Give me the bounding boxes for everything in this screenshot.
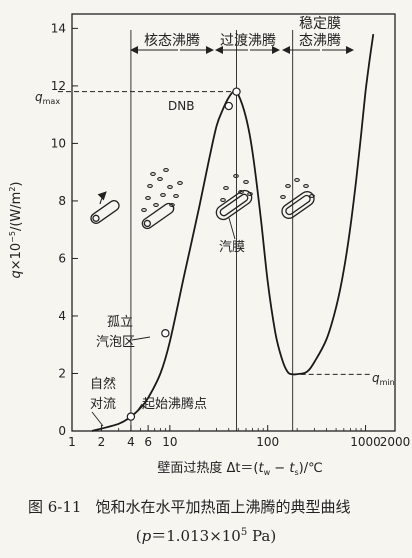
vapor-film-leader-line	[228, 217, 236, 240]
x-tick-label: 1000	[350, 435, 381, 449]
natural-convection-label-2: 对流	[90, 397, 116, 412]
onset-boiling-label: 起始沸腾点	[142, 396, 207, 412]
isolated-bubble-label-1: 孤立	[107, 315, 133, 330]
natural-convection-sketch	[90, 191, 120, 224]
region-label-transition: 过渡沸腾	[220, 32, 276, 49]
x-tick-label: 6	[144, 435, 152, 449]
onset-leader-line	[134, 403, 143, 415]
region-label-nucleate: 核态沸腾	[144, 32, 200, 49]
figure-caption: 图 6-11 饱和水在水平加热面上沸腾的典型曲线	[28, 498, 350, 516]
qmax-label: qmax	[35, 90, 60, 106]
region-label-film-line2: 态沸腾	[299, 32, 341, 49]
x-tick-label: 1	[68, 435, 76, 449]
region-label-film-line1: 稳定膜	[299, 16, 341, 32]
qmin-label: qmin	[372, 371, 395, 387]
y-tick-label: 6	[58, 251, 66, 265]
y-tick-label: 0	[58, 424, 66, 438]
transition-boiling-sketch	[215, 174, 253, 221]
x-tick-label: 2	[98, 435, 106, 449]
isolated-bubble-label-2: 汽泡区	[96, 335, 135, 350]
natural-leader-line	[91, 411, 104, 427]
curve-point-pre-dnb	[224, 101, 233, 111]
y-tick-label: 4	[58, 309, 66, 323]
dnb-annotation: DNB	[168, 99, 194, 113]
x-tick-label: 2000	[380, 435, 411, 449]
y-tick-label: 10	[51, 136, 66, 150]
isolated-leader-line	[131, 336, 151, 341]
curve-point-isolated	[161, 329, 170, 338]
film-boiling-sketch	[280, 178, 315, 219]
x-axis-label: 壁面过热度 Δt＝(tw − ts)/℃	[157, 460, 322, 477]
figure-condition: (p＝1.013×105 Pa)	[136, 527, 276, 545]
y-tick-label: 14	[51, 21, 66, 35]
curve-point-dnb	[232, 87, 241, 96]
annotations: DNB 孤立 汽泡区 自然 对流 起始沸腾点 汽膜	[90, 99, 245, 427]
y-tick-label: 8	[58, 194, 66, 208]
vapor-film-label: 汽膜	[219, 240, 245, 255]
plot-frame	[71, 13, 396, 432]
y-axis-label: q×10−5/(W/m2)	[8, 181, 24, 278]
x-tick-label: 10	[162, 435, 177, 449]
region-header: 核态沸腾 过渡沸腾 稳定膜 态沸腾	[130, 16, 354, 54]
y-tick-label: 12	[51, 79, 66, 93]
natural-convection-label-1: 自然	[90, 376, 116, 392]
curve-point-onset	[126, 412, 136, 421]
nucleate-boiling-sketch	[141, 168, 183, 230]
y-tick-label: 2	[58, 366, 66, 380]
boiling-curve-line	[91, 33, 375, 432]
x-tick-label: 4	[127, 435, 135, 449]
x-tick-label: 100	[256, 435, 279, 449]
